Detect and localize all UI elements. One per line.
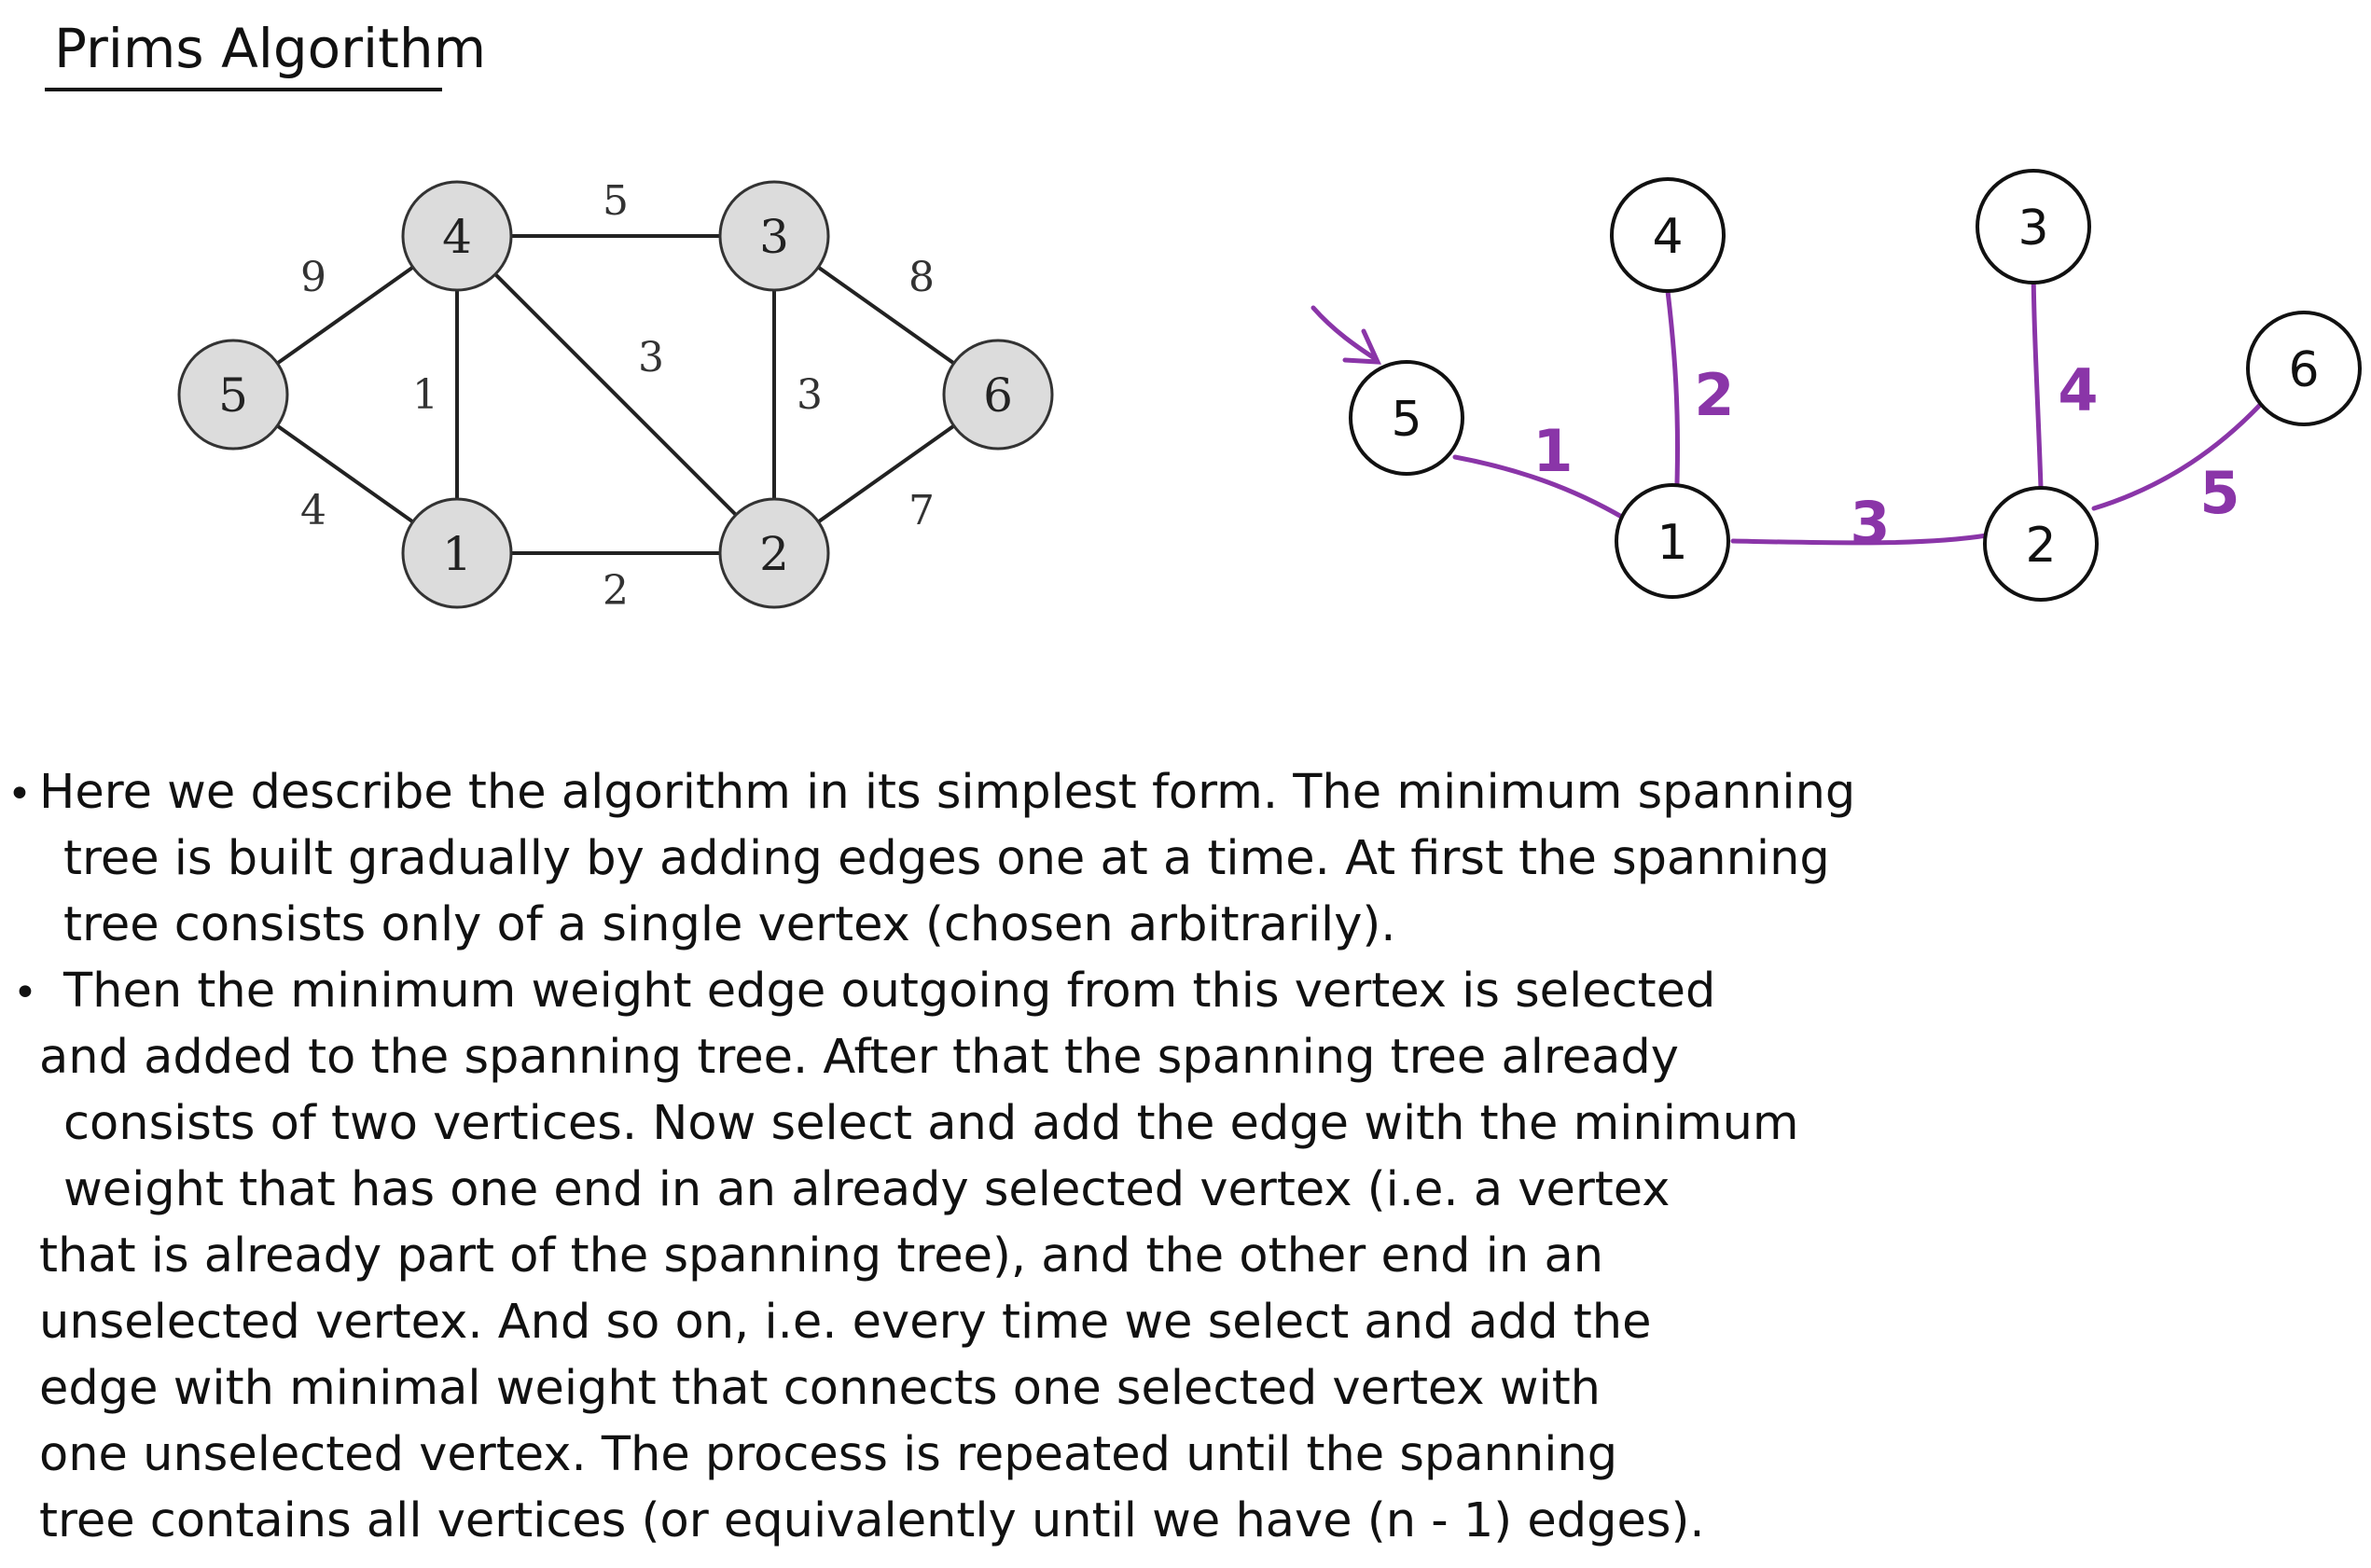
page-title: Prims Algorithm — [54, 17, 487, 80]
graph-node-label: 1 — [442, 527, 472, 581]
mst-node-6 — [2246, 311, 2362, 426]
edge-weight-label: 3 — [797, 371, 823, 419]
graph-node-5 — [177, 339, 289, 451]
note-line: one unselected vertex. The process is re… — [39, 1427, 1618, 1482]
graph-edge-4-2 — [455, 234, 776, 555]
mst-edge-order: 5 — [2199, 459, 2239, 527]
note-line: Here we describe the algorithm in its si… — [39, 765, 1856, 820]
note-line: tree is built gradually by adding edges … — [63, 831, 1830, 886]
edge-weight-label: 5 — [603, 177, 629, 225]
mst-edge-4-1 — [1665, 288, 1680, 486]
mst-node-5 — [1349, 360, 1464, 476]
mst-node-label: 3 — [2017, 201, 2048, 257]
mst-edge-order: 1 — [1532, 417, 1573, 485]
mst-node-4 — [1610, 177, 1726, 293]
bullet-marker: • — [13, 969, 37, 1017]
bullet-marker: • — [7, 770, 32, 818]
start-arrow — [1310, 305, 1379, 362]
graph-node-label: 4 — [442, 210, 472, 264]
graph-node-3 — [718, 180, 830, 292]
mst-node-label: 4 — [1652, 209, 1683, 265]
note-line: and added to the spanning tree. After th… — [39, 1030, 1679, 1085]
mst-edge-1-2 — [1730, 533, 1990, 546]
mst-node-2 — [1983, 486, 2099, 602]
start-arrow-head — [1342, 328, 1381, 365]
note-line: tree consists only of a single vertex (c… — [63, 897, 1396, 952]
graph-node-4 — [401, 180, 513, 292]
mst-edge-order: 3 — [1850, 489, 1890, 557]
mst-node-1 — [1615, 483, 1730, 599]
graph-node-6 — [942, 339, 1054, 451]
edge-weight-label: 4 — [300, 487, 326, 534]
graph-node-2 — [718, 497, 830, 609]
title-underline — [45, 88, 442, 91]
mst-edge-3-2 — [2031, 254, 2044, 491]
mst-node-label: 1 — [1657, 515, 1687, 571]
note-line: that is already part of the spanning tre… — [39, 1228, 1604, 1284]
graph-node-label: 2 — [759, 527, 789, 581]
edge-weight-label: 9 — [300, 254, 326, 301]
graph-node-label: 3 — [759, 210, 789, 264]
mst-node-label: 6 — [2288, 342, 2319, 398]
mst-edge-order: 2 — [1694, 361, 1734, 429]
note-line: edge with minimal weight that connects o… — [39, 1361, 1601, 1416]
note-line: weight that has one end in an already se… — [63, 1162, 1671, 1217]
edge-weight-label: 1 — [412, 371, 438, 419]
edge-weight-label: 3 — [638, 334, 664, 382]
note-line: Then the minimum weight edge outgoing fr… — [63, 964, 1716, 1019]
edge-weight-label: 8 — [908, 254, 935, 301]
note-line: tree contains all vertices (or equivalen… — [39, 1493, 1705, 1548]
graph-node-1 — [401, 497, 513, 609]
graph-node-label: 6 — [983, 368, 1013, 423]
mst-node-label: 5 — [1391, 392, 1421, 448]
note-line: unselected vertex. And so on, i.e. every… — [39, 1295, 1652, 1350]
mst-edge-2-6 — [2091, 400, 2265, 511]
mst-edge-5-1 — [1452, 454, 1637, 527]
edge-weight-label: 2 — [603, 567, 629, 615]
note-line: consists of two vertices. Now select and… — [63, 1096, 1799, 1151]
edge-weight-label: 7 — [908, 487, 935, 534]
mst-node-label: 2 — [2025, 518, 2056, 574]
weighted-graph: 9 4 5 1 3 2 3 8 7 5 4 1 3 2 6 1 2 3 — [177, 169, 2362, 615]
mst-edge-order: 4 — [2058, 356, 2098, 424]
graph-node-label: 5 — [218, 368, 248, 423]
mst-node-3 — [1976, 169, 2091, 284]
